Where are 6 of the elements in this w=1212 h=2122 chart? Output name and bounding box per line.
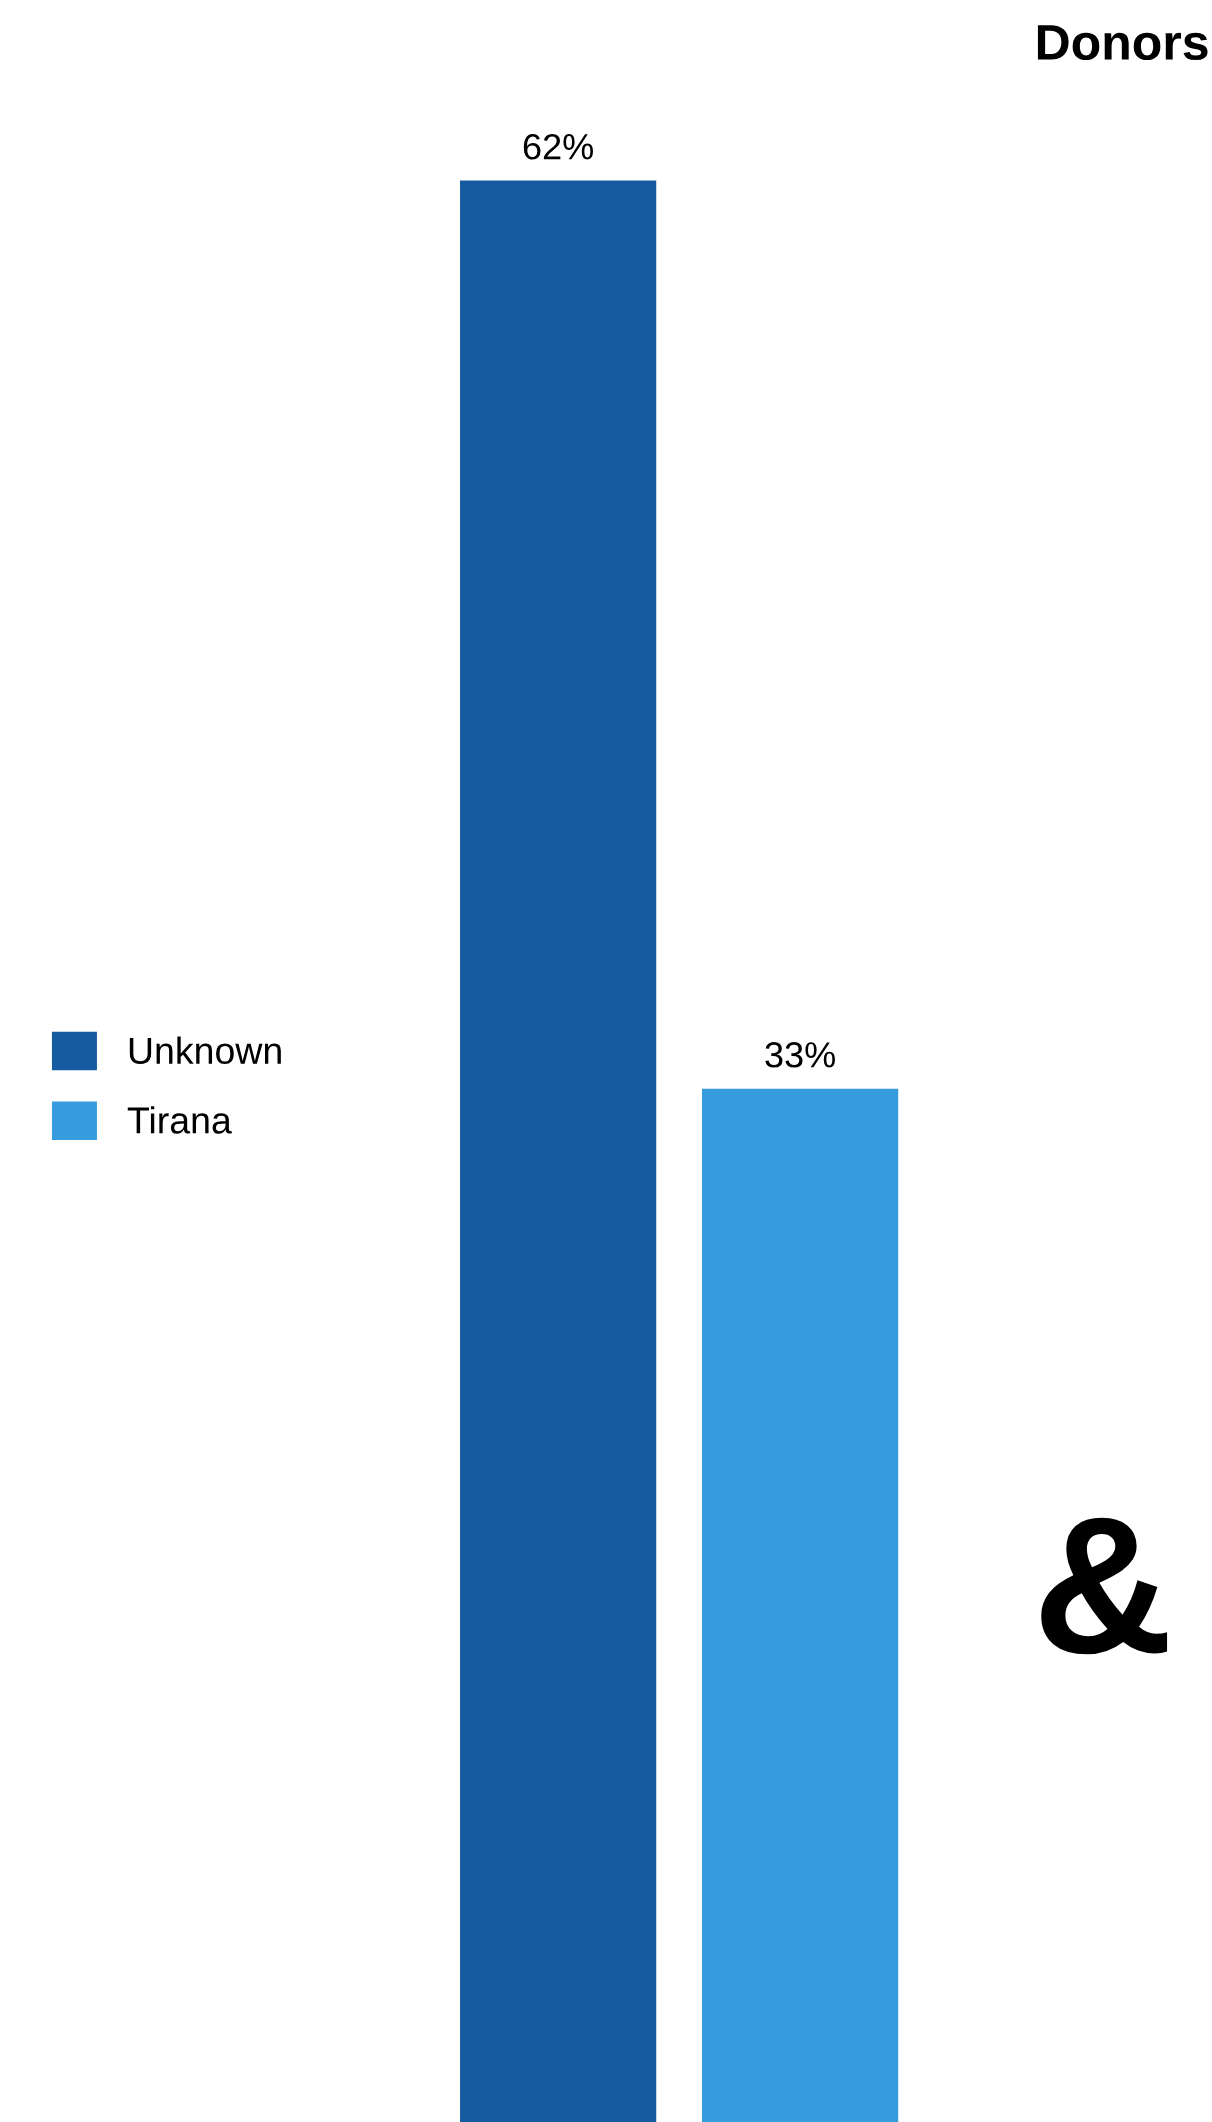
legend-label: Tirana [127, 1106, 232, 1134]
text: Donors [1037, 25, 1208, 61]
data-label: 62% [523, 133, 593, 160]
text: & [1041, 1517, 1168, 1655]
data-label: 33% [765, 1042, 835, 1068]
legend-label: Unknown [129, 1036, 281, 1065]
